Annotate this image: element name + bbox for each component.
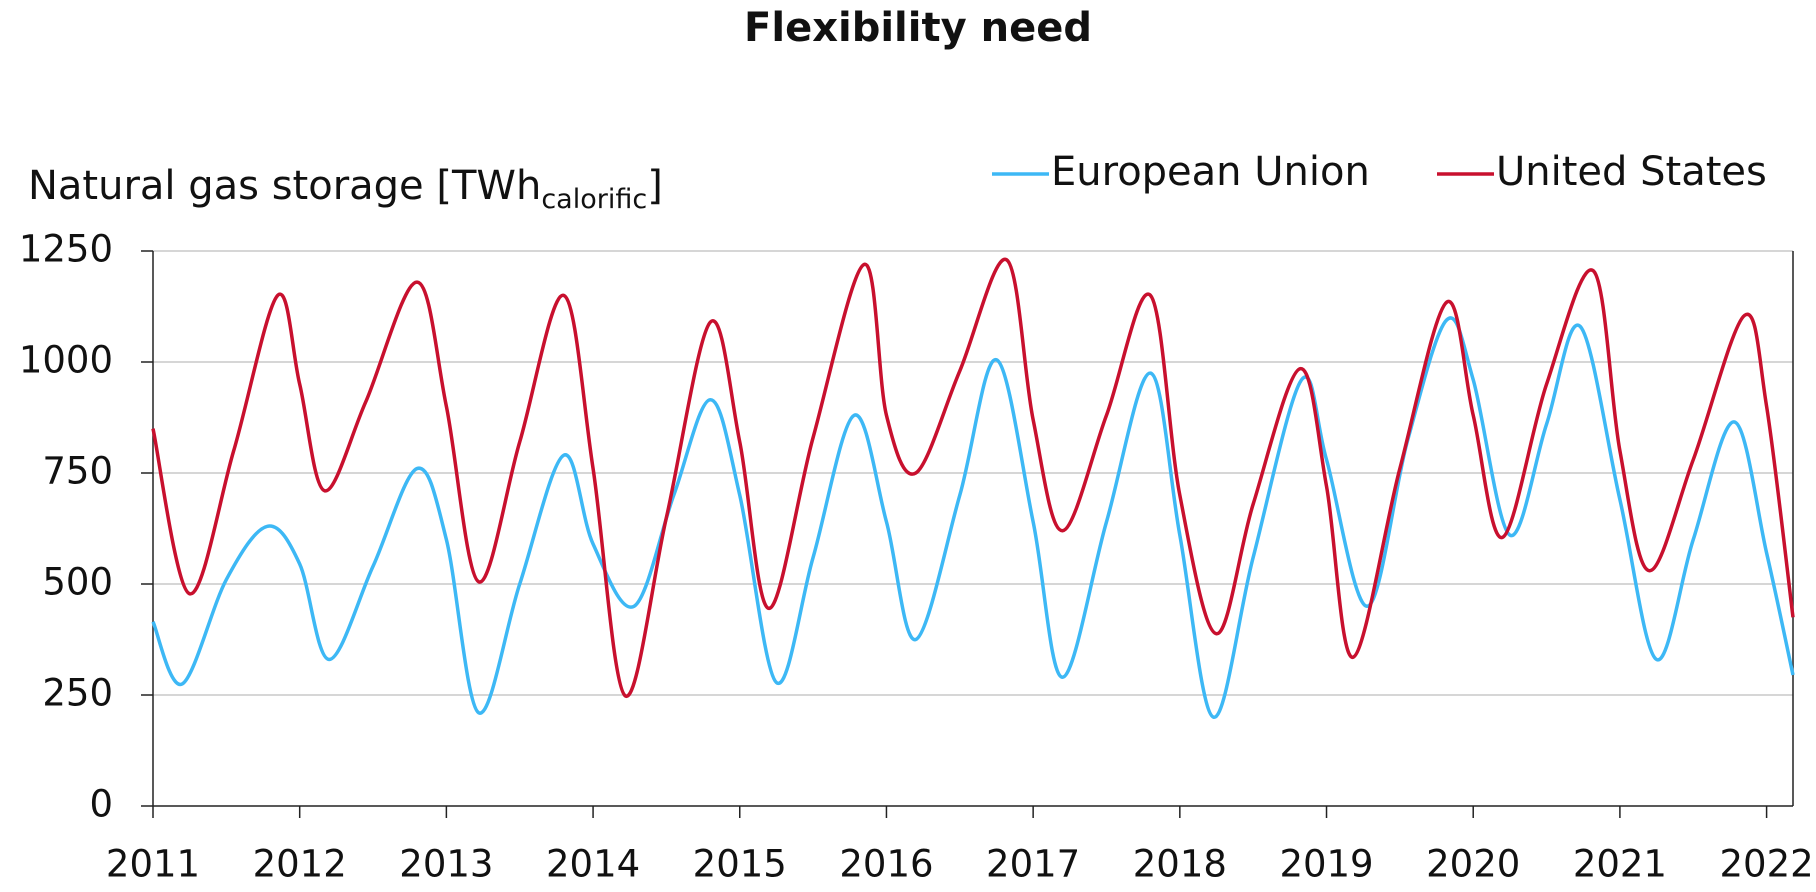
series-line — [151, 257, 1795, 698]
x-tick-label: 2017 — [986, 843, 1080, 886]
y-axis-label: Natural gas storage [TWhcalorific] — [28, 163, 663, 215]
x-tick-label: 2020 — [1426, 843, 1520, 886]
y-tick-label: 1000 — [19, 339, 113, 382]
y-label-end: ] — [647, 163, 663, 209]
x-tick-label: 2016 — [839, 843, 933, 886]
y-label-main: Natural gas storage [TWh — [28, 163, 541, 209]
x-tick-label: 2018 — [1133, 843, 1227, 886]
legend-label: European Union — [1051, 149, 1370, 195]
x-tick-label: 2022 — [1720, 843, 1814, 886]
x-tick-label: 2013 — [399, 843, 493, 886]
y-tick-label: 500 — [42, 561, 113, 604]
series-line — [151, 316, 1795, 719]
y-tick-label: 750 — [42, 450, 113, 493]
y-tick-label: 0 — [89, 783, 113, 826]
x-tick-label: 2019 — [1279, 843, 1373, 886]
y-tick-label: 250 — [42, 672, 113, 715]
legend-label: United States — [1496, 149, 1767, 195]
x-tick-label: 2014 — [546, 843, 640, 886]
y-label-sub: calorific — [541, 184, 647, 215]
x-tick-label: 2012 — [253, 843, 347, 886]
chart-title: Flexibility need — [744, 5, 1092, 51]
y-tick-label: 1250 — [19, 228, 113, 271]
x-tick-label: 2015 — [693, 843, 787, 886]
x-tick-label: 2021 — [1573, 843, 1667, 886]
x-tick-label: 2011 — [106, 843, 200, 886]
